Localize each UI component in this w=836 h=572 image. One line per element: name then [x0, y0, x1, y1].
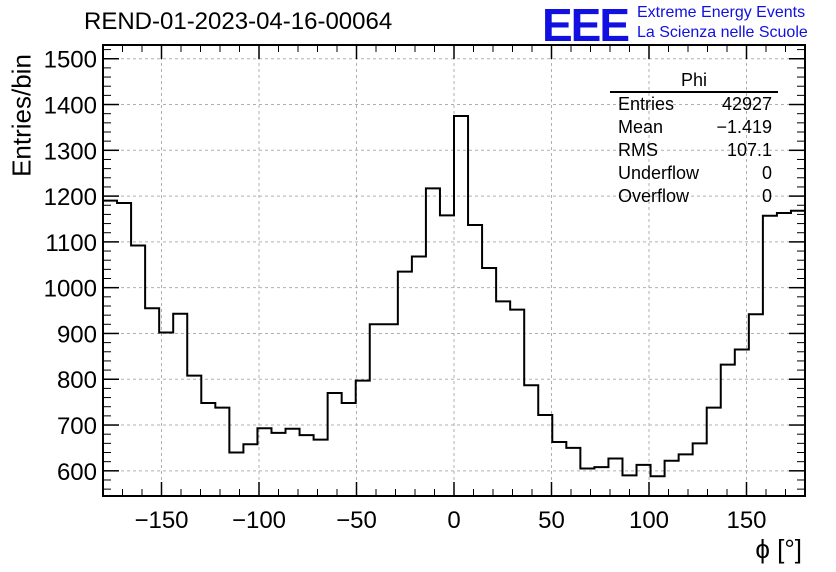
histogram-bin	[370, 324, 384, 496]
stats-value: 0	[761, 163, 772, 183]
y-axis-ticks	[103, 49, 805, 490]
histogram-bin	[103, 201, 117, 496]
y-tick-label: 1300	[44, 138, 97, 165]
histogram-bin	[145, 308, 159, 496]
run-title: REND-01-2023-04-16-00064	[84, 8, 393, 35]
stats-value: 107.1	[726, 140, 772, 160]
stats-row-rms: RMS 107.1	[610, 139, 778, 162]
stats-value: −1.419	[716, 117, 772, 137]
histogram-bin	[173, 314, 187, 496]
y-tick-label: 1500	[44, 47, 97, 74]
histogram-bin	[271, 433, 285, 496]
y-tick-label: 800	[57, 367, 97, 394]
histogram-bin	[721, 365, 735, 496]
histogram-bin	[384, 324, 398, 496]
stats-label: Underflow	[618, 163, 700, 183]
x-tick-label: −50	[336, 507, 377, 534]
histogram-bin	[763, 216, 777, 496]
stats-box: Phi Entries 42927 Mean −1.419 RMS 107.1 …	[610, 70, 778, 208]
histogram-bin	[777, 213, 791, 496]
stats-row-entries: Entries 42927	[610, 93, 778, 116]
histogram-bin	[187, 376, 201, 496]
stats-label: RMS	[618, 140, 658, 160]
stats-value: 42927	[721, 94, 772, 114]
x-tick-label: 150	[726, 507, 766, 534]
x-tick-label: −150	[134, 507, 188, 534]
histogram-bin	[468, 225, 482, 496]
y-tick-label: 1200	[44, 184, 97, 211]
logo-line-2: La Scienza nelle Scuole	[637, 24, 808, 41]
histogram-bin	[608, 458, 622, 496]
histogram-bin	[300, 435, 314, 496]
histogram-bin	[791, 211, 805, 496]
histogram-bin	[482, 268, 496, 496]
y-tick-label: 600	[57, 459, 97, 486]
stats-title: Phi	[610, 70, 778, 93]
histogram-bin	[665, 461, 679, 496]
histogram-bin	[398, 272, 412, 496]
stats-label: Overflow	[618, 186, 690, 206]
histogram-bin	[454, 116, 468, 496]
y-tick-label: 900	[57, 321, 97, 348]
histogram-bin	[201, 403, 215, 496]
histogram-bin	[679, 454, 693, 496]
histogram-bin	[580, 469, 594, 496]
stats-row-underflow: Underflow 0	[610, 162, 778, 185]
stats-row-mean: Mean −1.419	[610, 116, 778, 139]
y-tick-label: 1400	[44, 93, 97, 120]
histogram-bin	[117, 203, 131, 496]
histogram-bin	[566, 448, 580, 496]
histogram-outline	[103, 114, 805, 478]
histogram-bin	[131, 246, 145, 496]
histogram-bin	[328, 393, 342, 496]
x-axis-ticks	[122, 45, 786, 496]
histogram-bin	[215, 408, 229, 496]
histogram-bin	[538, 415, 552, 496]
histogram-bin	[314, 440, 328, 496]
histogram-bin	[552, 442, 566, 496]
y-tick-labels: 600 700 800 900 1000 1100 1200 1300 1400 1500	[44, 47, 97, 486]
histogram-bin	[286, 429, 300, 496]
x-tick-labels: −150 −100 −50 0 50 100 150	[134, 507, 766, 534]
y-tick-label: 700	[57, 413, 97, 440]
histogram-bin	[356, 381, 370, 496]
histogram-bin	[594, 467, 608, 496]
x-tick-label: 50	[538, 507, 565, 534]
y-axis-title: Entries/bin	[6, 54, 37, 177]
stats-value: 0	[761, 186, 772, 206]
stats-label: Entries	[618, 94, 675, 114]
eee-logo: EEE	[542, 0, 630, 51]
histogram-bin	[707, 408, 721, 496]
x-tick-label: 0	[447, 507, 460, 534]
plot-frame	[102, 44, 806, 497]
y-tick-label: 1000	[44, 276, 97, 303]
histogram-bin	[524, 385, 538, 496]
histogram-bin	[243, 444, 257, 496]
histogram-bin	[412, 257, 426, 496]
y-tick-label: 1100	[45, 230, 97, 257]
stats-row-overflow: Overflow 0	[610, 185, 778, 208]
x-tick-label: −100	[232, 507, 286, 534]
histogram-bin	[651, 476, 665, 496]
histogram-bin	[496, 301, 510, 496]
x-axis-title: ϕ [°]	[755, 534, 802, 564]
grid-lines	[103, 45, 805, 496]
x-tick-label: 100	[629, 507, 669, 534]
histogram-bin	[229, 453, 243, 496]
logo-line-1: Extreme Energy Events	[637, 4, 806, 21]
stats-label: Mean	[618, 117, 664, 137]
histogram-bin	[510, 310, 524, 496]
histogram-bin	[693, 443, 707, 496]
histogram-bin	[749, 314, 763, 496]
histogram-bin	[342, 403, 356, 496]
histogram-bin	[440, 215, 454, 496]
histogram-bin	[426, 188, 440, 496]
